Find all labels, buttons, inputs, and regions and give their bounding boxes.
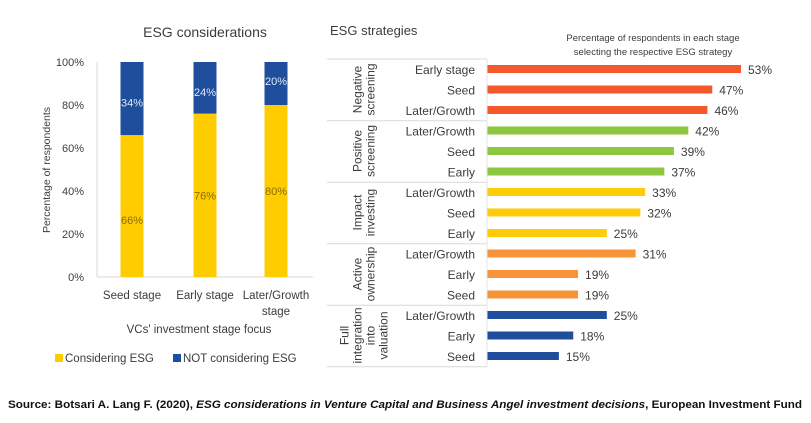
group-label: valuation [377,311,391,359]
data-label: 80% [265,186,287,198]
chart-title: ESG strategies [330,23,418,38]
stage-label: Seed [447,145,475,159]
group-label: Full [338,326,352,345]
stage-label: Later/Growth [406,248,475,262]
esg-strategies-chart: ESG strategies Percentage of respondents … [327,23,772,368]
legend-label: NOT considering ESG [183,353,297,365]
stage-label: Early [448,227,475,241]
data-label: 32% [647,207,671,221]
stage-label: Later/Growth [406,125,475,139]
group-label: screening [364,63,378,115]
data-label: 20% [265,76,287,88]
strategy-bar [487,126,689,135]
y-tick-label: 0% [68,272,84,284]
chart-subtitle: selecting the respective ESG strategy [574,47,733,58]
y-axis-label: Percentage of respondents [41,107,53,233]
strategy-bar [487,290,579,299]
stage-label: Early [448,330,475,344]
group-label: Positive [351,130,365,172]
group-label: Negative [351,66,365,114]
strategy-bar [487,167,665,176]
legend-label: Considering ESG [65,353,154,365]
legend-swatch [173,354,181,362]
group-label: Active [351,257,365,290]
bar-segment [120,62,144,136]
chart-subtitle: Percentage of respondents in each stage [566,33,739,44]
strategy-bar [487,352,559,360]
stage-label: Seed [447,84,475,98]
group-label: integration [351,307,365,363]
data-label: 24% [194,87,216,99]
data-label: 18% [580,330,604,344]
strategy-bar [487,270,579,278]
strategy-bar [487,249,636,258]
data-label: 34% [121,98,143,110]
source-citation: Source: Botsari A. Lang F. (2020), ESG c… [8,399,802,411]
data-label: 53% [748,63,772,77]
source-title: ESG considerations in Venture Capital an… [196,399,645,411]
group-label: ownership [364,246,378,301]
x-tick-label: Later/Growth [243,290,309,302]
data-label: 42% [695,125,719,139]
bar-segment [264,105,288,277]
stage-label: Later/Growth [406,309,475,323]
data-label: 37% [671,166,695,180]
y-tick-label: 40% [62,186,84,198]
y-tick-label: 20% [62,229,84,241]
stage-label: Early [448,268,475,282]
stage-label: Early [448,166,475,180]
strategy-bar [487,208,641,217]
stage-label: Seed [447,207,475,221]
y-tick-label: 80% [62,100,84,112]
data-label: 31% [643,248,667,262]
strategy-bar [487,331,574,340]
bar-segment [264,62,288,105]
data-label: 19% [585,268,609,282]
source-prefix: Source: Botsari A. Lang F. (2020), [8,399,196,411]
stage-label: Seed [447,350,475,364]
x-tick-label: Seed stage [103,290,161,302]
stage-label: Later/Growth [406,104,475,118]
strategy-bar [487,229,607,237]
stage-label: Early stage [415,63,475,77]
stage-label: Seed [447,289,475,303]
strategy-bar [487,85,713,94]
x-tick-label: stage [262,306,290,318]
group-label: into [364,326,378,346]
strategy-bar [487,147,674,155]
data-label: 19% [585,289,609,303]
bar-segment [193,62,217,114]
x-axis-label: VCs' investment stage focus [127,324,272,336]
data-label: 47% [719,84,743,98]
y-tick-label: 60% [62,143,84,155]
group-label: Impact [351,194,365,231]
esg-considerations-chart: ESG considerations 0% 20% 40% 60% 80% 100% Perc… [41,24,313,365]
strategy-bar [487,188,646,196]
x-tick-label: Early stage [176,290,234,302]
y-tick-label: 100% [56,57,84,69]
strategy-bar [487,65,741,73]
strategy-bar [487,106,708,114]
strategy-bar [487,311,607,319]
data-label: 39% [681,145,705,159]
data-label: 66% [121,215,143,227]
data-label: 33% [652,186,676,200]
source-suffix: , European Investment Fund [645,399,802,411]
data-label: 25% [614,309,638,323]
bar-segment [193,113,217,277]
chart-title: ESG considerations [143,24,267,40]
data-label: 76% [194,190,216,202]
data-label: 15% [566,350,590,364]
bar-segment [120,135,144,277]
group-label: screening [364,125,378,177]
legend-swatch [55,354,63,362]
data-label: 25% [614,227,638,241]
data-label: 46% [714,104,738,118]
stage-label: Later/Growth [406,186,475,200]
group-label: investing [364,189,378,236]
